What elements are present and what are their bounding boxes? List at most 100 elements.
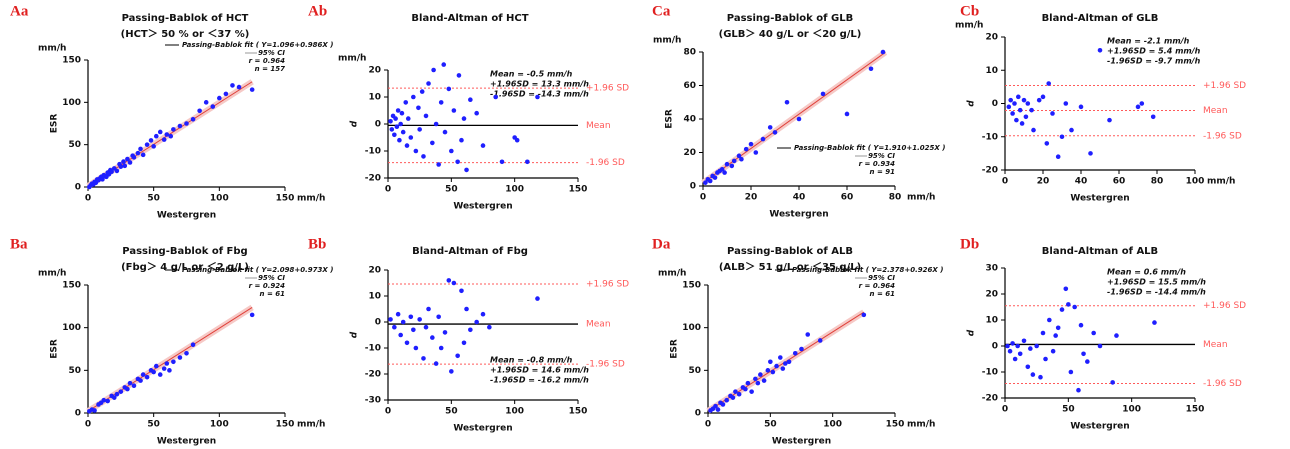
data-point: [786, 359, 792, 365]
legend-ci: 95% CI: [868, 152, 895, 160]
data-point: [1038, 374, 1043, 380]
y-tick-label: 100: [62, 323, 81, 333]
y-tick-label: 50: [688, 366, 701, 376]
data-point: [760, 136, 766, 142]
y-tick-label: 80: [683, 48, 696, 58]
data-point: [1028, 346, 1033, 351]
data-point: [421, 154, 426, 159]
data-point: [421, 356, 426, 361]
y-tick-label: -20: [982, 166, 998, 176]
data-point: [753, 150, 759, 155]
data-point: [1025, 101, 1031, 106]
data-point: [395, 108, 401, 113]
annotation: +1.96SD = 15.5 mm/h: [1107, 278, 1206, 287]
data-point: [780, 366, 786, 371]
data-point: [820, 91, 826, 97]
chart-subtitle: (Fbg＞ 4 g/L or ＜2 g/L): [121, 261, 249, 273]
data-point: [408, 135, 414, 140]
data-point: [1152, 320, 1157, 325]
data-point: [101, 397, 107, 403]
data-point: [799, 346, 804, 352]
data-point: [105, 398, 110, 404]
y-tick-label: 0: [75, 183, 81, 193]
data-point: [733, 389, 738, 394]
data-point: [729, 163, 735, 169]
data-point: [1007, 348, 1013, 354]
data-point: [1050, 348, 1056, 354]
data-point: [398, 332, 403, 338]
data-point: [398, 121, 403, 127]
y-tick-label: -10: [982, 132, 998, 142]
data-point: [767, 125, 773, 130]
data-point: [736, 153, 742, 159]
x-tick-label: 100: [1122, 405, 1141, 415]
data-point: [1081, 351, 1086, 357]
x-tick-label: 0: [385, 407, 391, 417]
y-unit: mm/h: [38, 269, 66, 279]
y-tick-label: 0: [992, 342, 998, 352]
y-tick-label: 0: [75, 409, 81, 419]
data-point: [1114, 333, 1119, 338]
chart-title: Passing-Bablok of ALB: [727, 246, 853, 257]
reference-label: +1.96 SD: [1203, 81, 1246, 91]
y-tick-label: 0: [375, 318, 381, 328]
annotation: Mean = 0.6 mm/h: [1107, 268, 1186, 277]
data-point: [92, 408, 97, 413]
y-tick-label: 0: [375, 120, 381, 130]
annotation: +1.96SD = 5.4 mm/h: [1107, 47, 1201, 56]
data-point: [480, 143, 486, 148]
data-point: [861, 312, 867, 318]
data-point: [455, 159, 460, 165]
data-point: [125, 386, 130, 392]
data-point: [778, 355, 783, 360]
y-tick-label: -10: [365, 344, 381, 354]
chart-subtitle: (HCT＞ 50 % or ＜37 %): [121, 28, 250, 40]
data-point: [499, 159, 505, 165]
data-point: [722, 170, 727, 175]
data-point: [1012, 356, 1018, 362]
y-tick-label: -30: [365, 396, 381, 406]
panel-label: Db: [960, 236, 979, 252]
x-tick-label: 0: [385, 185, 391, 195]
data-point: [417, 127, 422, 132]
data-point: [389, 127, 395, 132]
data-point: [436, 162, 441, 167]
data-point: [392, 132, 397, 138]
y-tick-label: 50: [68, 366, 81, 376]
x-tick-label: 150: [276, 194, 295, 204]
x-axis-label: Westergren: [157, 437, 216, 447]
data-point: [493, 94, 498, 100]
y-tick-label: 20: [985, 33, 998, 43]
chart-title: Passing-Bablok of Fbg: [122, 246, 247, 257]
data-point: [459, 288, 464, 294]
data-point: [755, 380, 761, 386]
reference-label: -1.96 SD: [1203, 379, 1242, 389]
data-point: [144, 142, 150, 147]
data-point: [782, 361, 788, 366]
data-point: [161, 137, 167, 142]
x-axis-label: Westergren: [769, 210, 828, 220]
data-point: [423, 113, 429, 119]
x-tick-label: 150: [276, 420, 295, 430]
x-tick-label: 20: [1037, 177, 1050, 187]
y-tick-label: 150: [62, 56, 81, 66]
data-point: [805, 332, 811, 337]
data-point: [1055, 325, 1061, 331]
data-point: [1021, 97, 1027, 103]
data-point: [164, 361, 170, 366]
y-tick-label: -20: [365, 370, 381, 380]
data-point: [761, 378, 767, 383]
data-point: [111, 395, 117, 400]
data-point: [461, 340, 467, 346]
data-point: [464, 167, 469, 173]
data-point: [168, 133, 174, 139]
y-unit: mm/h: [658, 269, 686, 279]
data-point: [438, 100, 444, 105]
data-point: [153, 133, 159, 139]
data-point: [230, 83, 235, 88]
y-tick-label: -10: [365, 147, 381, 157]
y-axis-label: d: [967, 329, 977, 336]
data-point: [184, 121, 189, 126]
annotation: Mean = -0.8 mm/h: [490, 356, 573, 365]
data-point: [514, 137, 520, 143]
